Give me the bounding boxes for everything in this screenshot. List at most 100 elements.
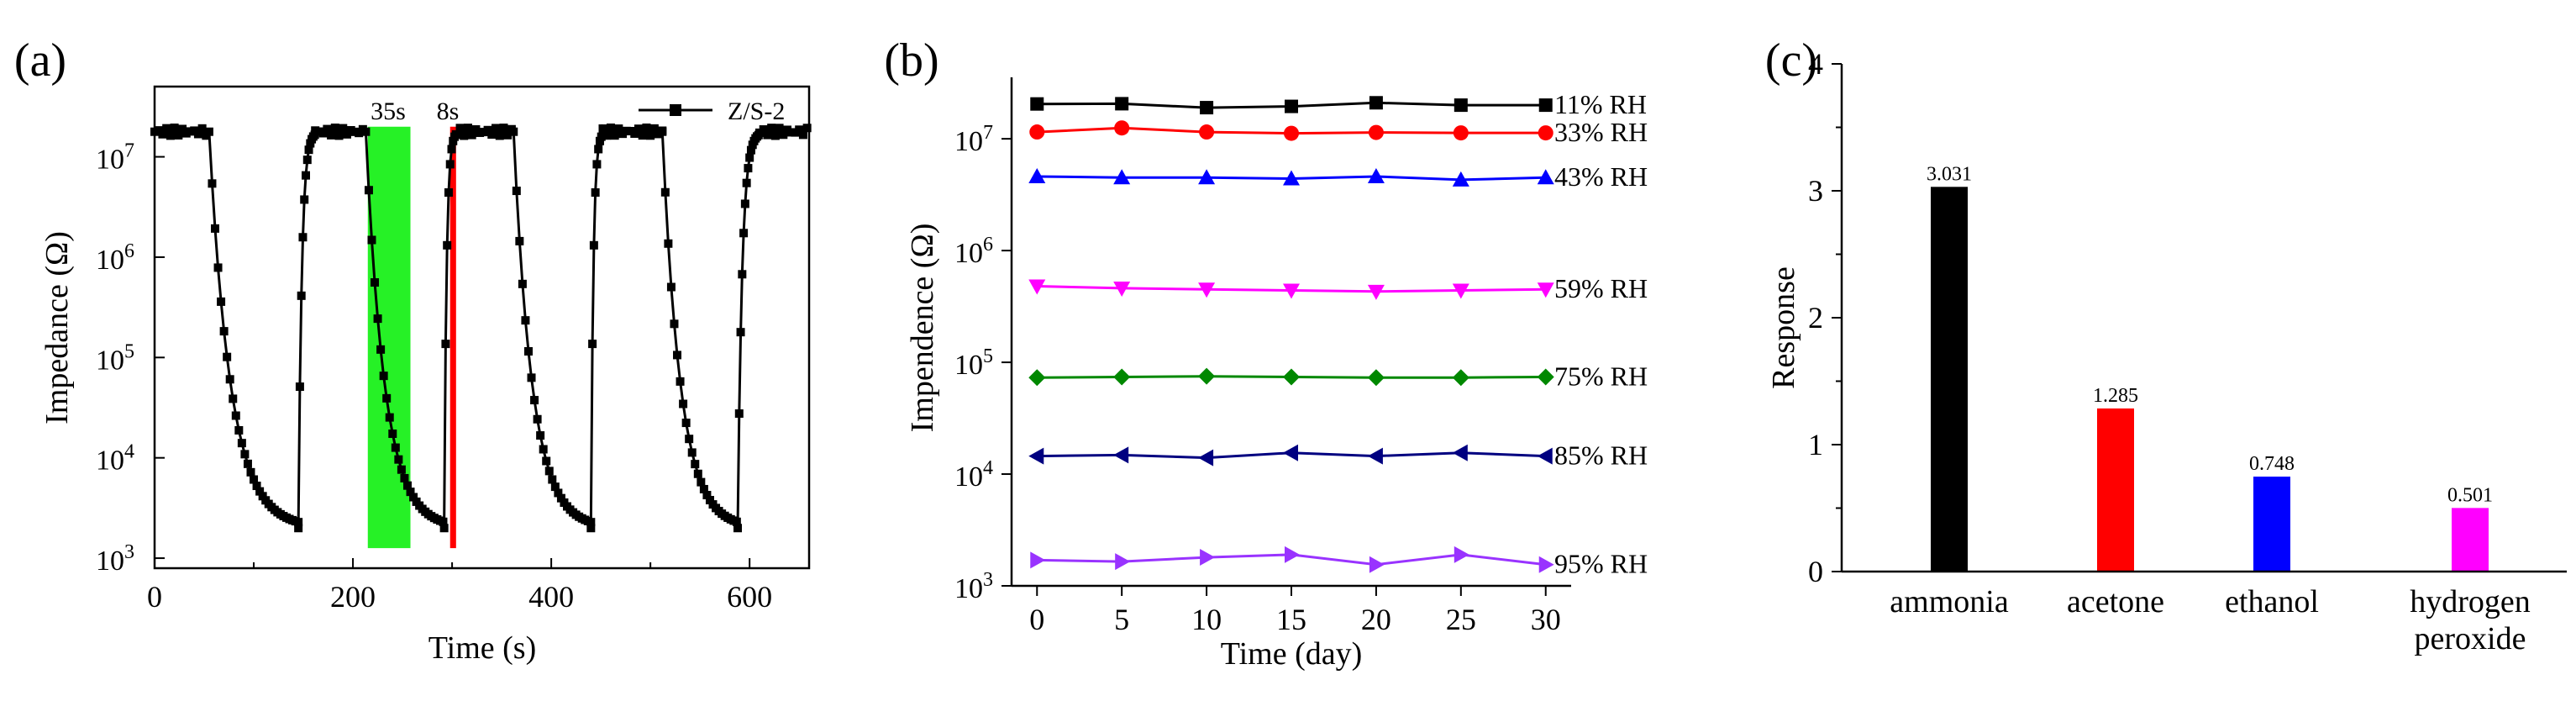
panel-a-point-71 <box>364 186 373 195</box>
panel-a-point-82 <box>397 465 406 474</box>
panel-a-point-159 <box>606 123 615 132</box>
panel-a-point-182 <box>685 435 694 444</box>
panel-a-point-52 <box>304 145 313 155</box>
panel-c-ytick-label-1: 1 <box>1808 428 1823 461</box>
panel-b-series-label-5: 85% RH <box>1554 440 1648 471</box>
panel-a-point-203 <box>739 229 749 238</box>
panel-b-series-label-3: 59% RH <box>1554 273 1648 303</box>
panel-a-point-28 <box>246 467 255 477</box>
panel-a-point-31 <box>255 487 265 496</box>
panel-b-point-6-2 <box>1200 549 1216 567</box>
panel-a-point-101 <box>445 160 455 169</box>
panel-a-ytick-label-3-base: 10 <box>96 245 124 276</box>
panel-b-series-label-2: 43% RH <box>1554 161 1648 192</box>
panel-a-point-187 <box>699 484 708 493</box>
panel-a-point-220 <box>779 130 788 140</box>
panel-b-point-0-4 <box>1369 96 1383 110</box>
panel-b-point-3-6 <box>1537 282 1554 298</box>
panel-a-point-154 <box>595 136 604 145</box>
panel-a-point-152 <box>592 160 602 169</box>
panel-b-xtick-label-2: 10 <box>1191 603 1222 636</box>
panel-a-point-165 <box>630 129 639 138</box>
panel-a-ytick-label-1: 104 <box>96 441 134 477</box>
panel-a-point-30 <box>252 482 261 491</box>
panel-a-ytick-label-1-base: 10 <box>96 445 124 477</box>
panel-c-category-1-line-0: acetone <box>2067 584 2164 619</box>
panel-a-point-100 <box>444 188 453 198</box>
panel-a-point-201 <box>736 328 745 337</box>
panel-a-xlabel: Time (s) <box>428 630 536 666</box>
panel-a-point-56 <box>310 130 319 140</box>
panel-b-point-4-1 <box>1113 368 1131 386</box>
panel-a-point-46 <box>295 382 304 392</box>
panel-b-label: (b) <box>884 34 938 87</box>
panel-a-ytick-label-3: 106 <box>96 240 134 276</box>
panel-a-point-218 <box>770 131 780 140</box>
panel-a-point-199 <box>733 524 743 533</box>
panel-b-point-2-1 <box>1113 169 1131 185</box>
panel-a-point-122 <box>512 187 521 196</box>
panel-c-ylabel: Response <box>1766 266 1801 389</box>
panel-b-point-4-3 <box>1283 368 1300 386</box>
panel-a-point-216 <box>763 130 772 140</box>
panel-a-point-81 <box>394 455 403 464</box>
panel-b-point-6-4 <box>1369 556 1385 573</box>
panel-a-point-176 <box>666 282 676 292</box>
panel-a-point-21 <box>225 375 234 384</box>
panel-a-ytick-label-4-exponent: 7 <box>124 140 134 162</box>
panel-b-point-0-6 <box>1538 98 1553 113</box>
panel-b-ytick-label-2-exponent: 5 <box>983 345 993 367</box>
panel-a-point-131 <box>539 445 548 454</box>
panel-a-point-14 <box>204 127 213 136</box>
panel-a-point-175 <box>664 239 673 248</box>
panel-b-ytick-label-3: 106 <box>954 234 993 269</box>
panel-b-point-2-5 <box>1452 171 1469 187</box>
panel-a-point-148 <box>586 524 596 533</box>
panel-b-series-label-1: 33% RH <box>1554 117 1648 147</box>
panel-c-ytick-label-0: 0 <box>1808 555 1823 588</box>
panel-a-point-125 <box>521 316 530 325</box>
panel-a-point-99 <box>443 240 452 250</box>
panel-b-ytick-label-1-base: 10 <box>954 461 983 493</box>
panel-a-point-147 <box>586 518 596 527</box>
panel-a-point-185 <box>693 469 702 478</box>
panel-a-point-184 <box>691 460 700 469</box>
panel-b-series-label-4: 75% RH <box>1554 361 1648 391</box>
panel-c-category-2-line-0: ethanol <box>2225 584 2319 619</box>
panel-a-ytick-label-0: 103 <box>96 541 134 577</box>
panel-a-point-136 <box>554 488 563 498</box>
panel-b-point-6-5 <box>1454 546 1469 563</box>
panel-a-point-179 <box>676 377 685 386</box>
panel-a-point-15 <box>208 179 217 188</box>
panel-a-point-16 <box>210 224 219 233</box>
panel-a-point-47 <box>297 291 306 300</box>
panel-a-point-2 <box>158 129 167 139</box>
panel-c-bar-value-3: 0.501 <box>2447 484 2493 506</box>
panel-a-point-186 <box>697 477 706 487</box>
panel-a-point-61 <box>327 130 336 140</box>
panel-b-xtick-label-5: 25 <box>1446 603 1476 636</box>
panel-a-point-161 <box>614 124 623 134</box>
panel-a-ytick-label-0-exponent: 3 <box>124 541 134 563</box>
panel-a-point-137 <box>556 493 565 503</box>
panel-a-point-118 <box>499 124 508 133</box>
panel-a-point-96 <box>439 517 448 526</box>
panel-a-point-18 <box>217 297 226 306</box>
panel-b-xtick-label-3: 15 <box>1276 603 1306 636</box>
panel-a-band-1 <box>449 126 456 549</box>
panel-a-point-188 <box>702 491 712 500</box>
panel-c-category-3-line-0: hydrogen <box>2410 584 2531 619</box>
panel-b-series-label-0: 11% RH <box>1554 89 1647 119</box>
panel-a-point-115 <box>487 130 497 140</box>
panel-b-point-1-3 <box>1284 125 1299 141</box>
panel-a-point-205 <box>742 178 751 187</box>
panel-c-bar-3 <box>2452 508 2489 572</box>
panel-a-point-200 <box>734 409 744 419</box>
panel-a-point-75 <box>376 345 386 354</box>
panel-a-point-124 <box>518 279 527 288</box>
panel-b-xtick-label-6: 30 <box>1531 603 1561 636</box>
panel-a-point-130 <box>536 431 545 440</box>
panel-a-point-11 <box>193 129 202 139</box>
panel-a-point-127 <box>527 373 536 382</box>
panel-b-ytick-label-1: 104 <box>954 457 993 493</box>
